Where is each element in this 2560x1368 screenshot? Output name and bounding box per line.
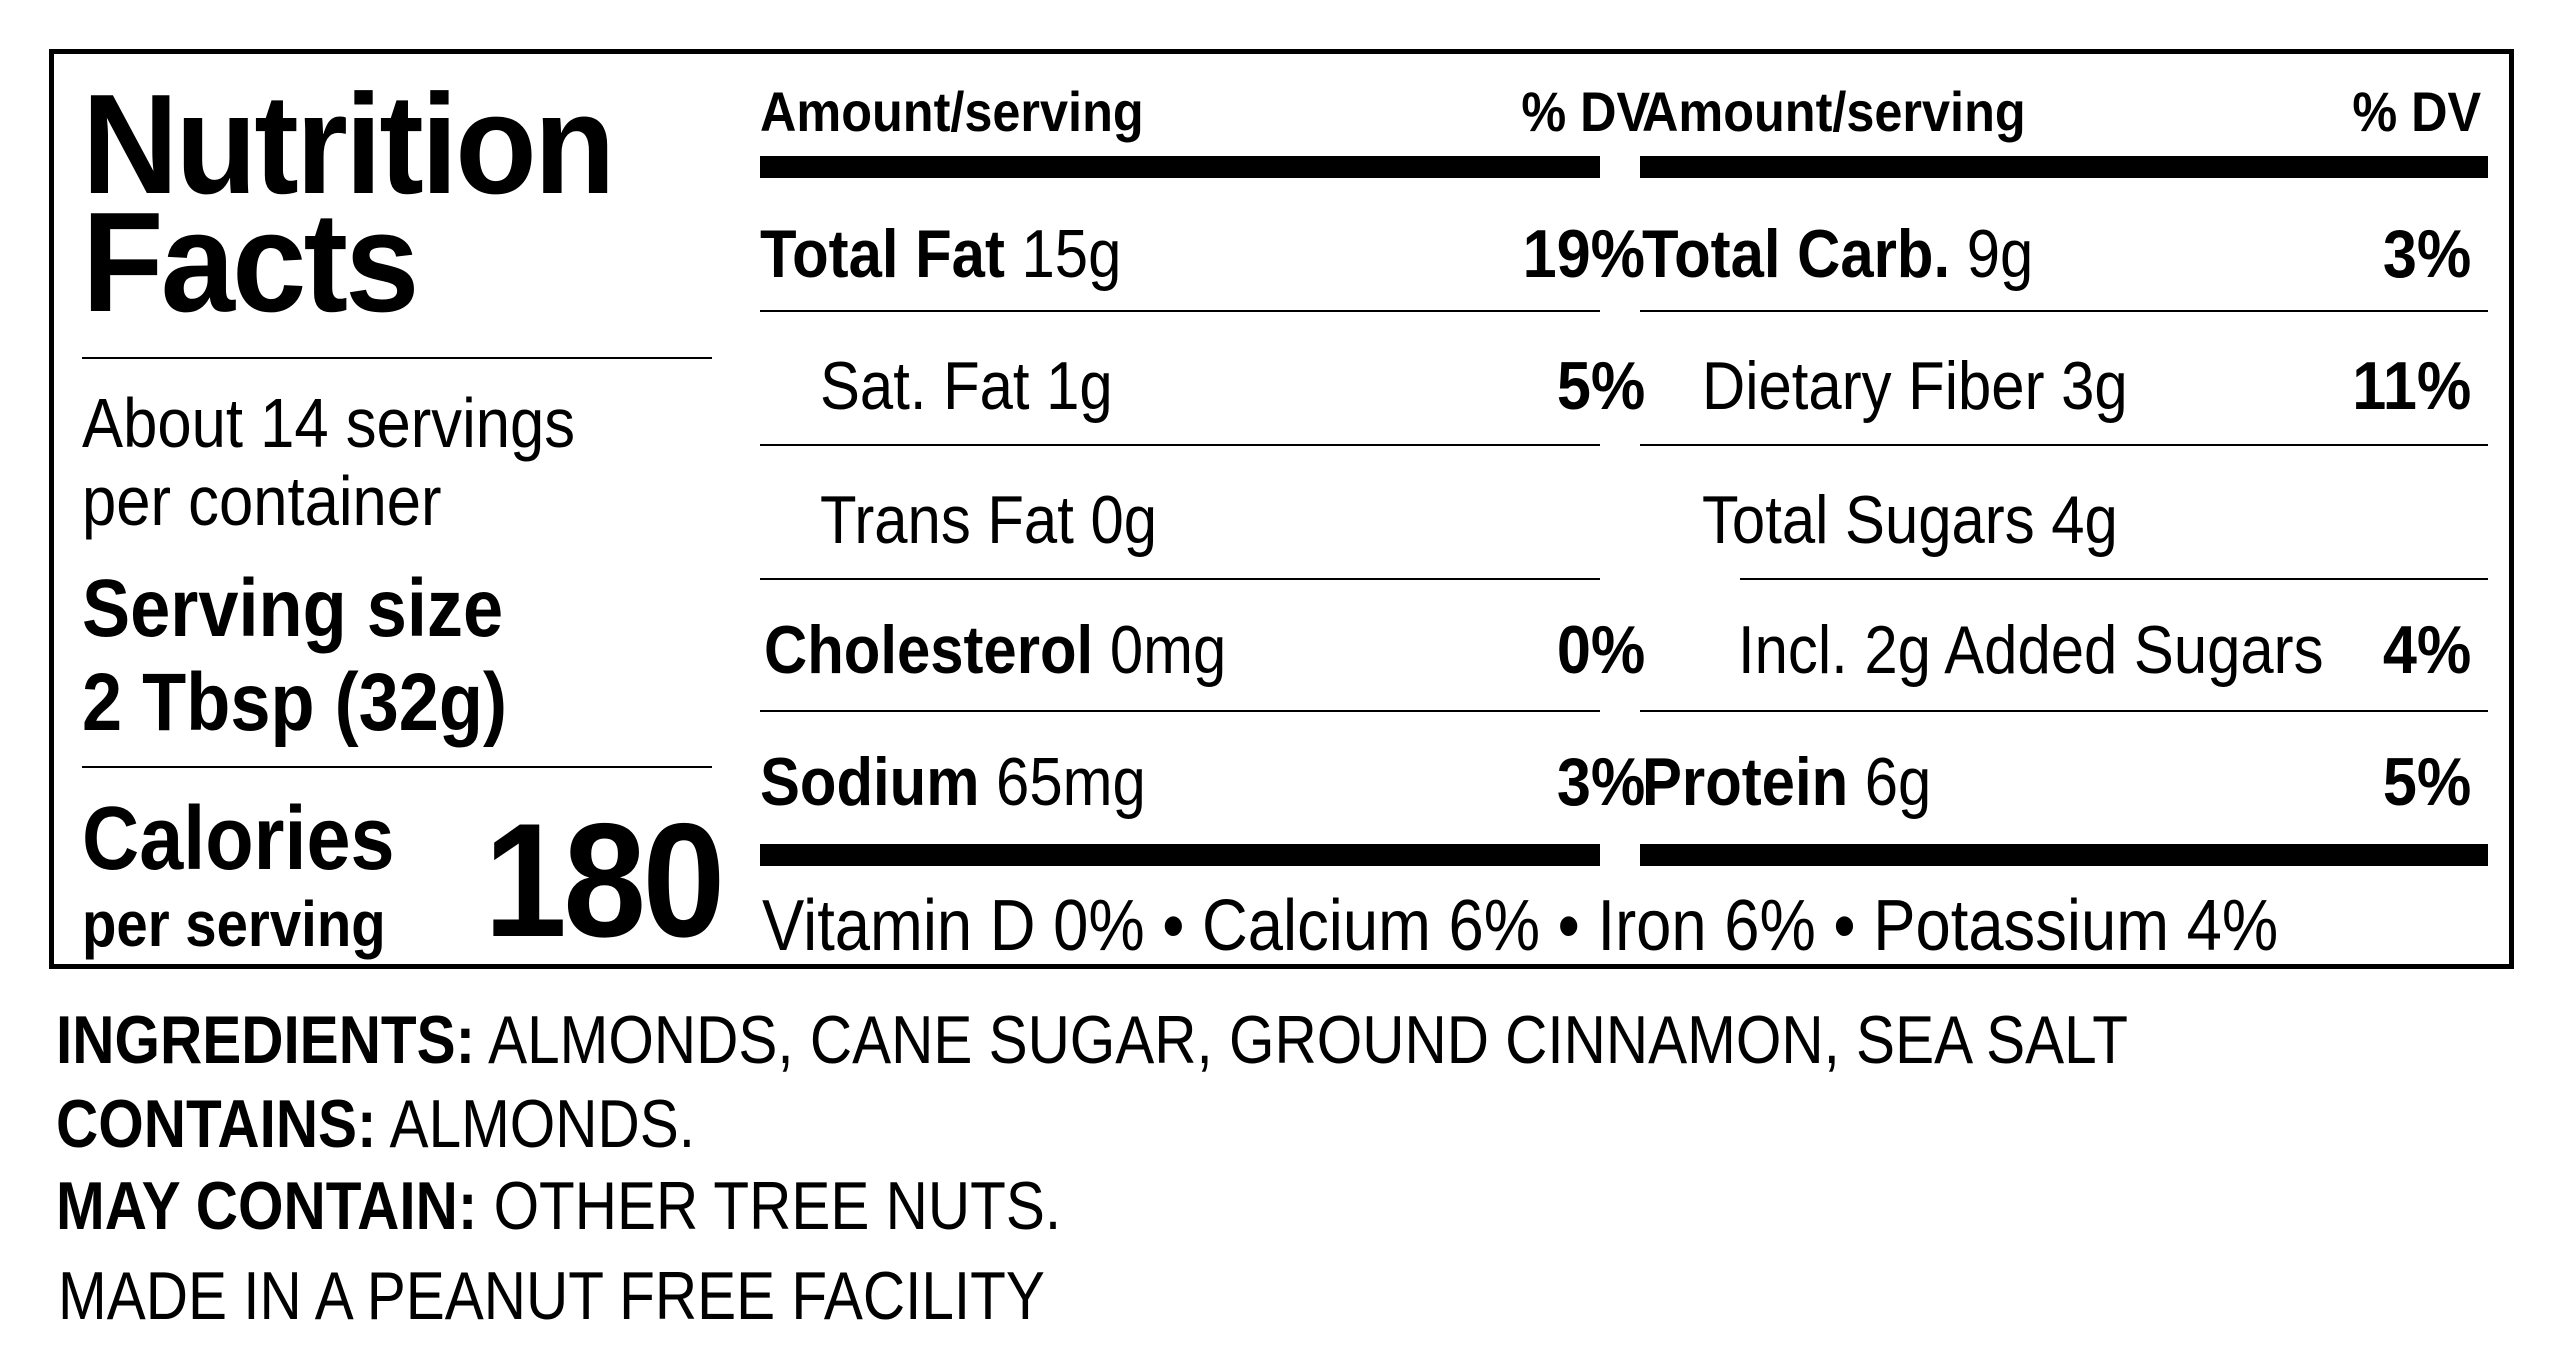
calories-sublabel: per serving [82, 888, 386, 960]
row-divider [1740, 578, 2488, 580]
serving-size: Serving size 2 Tbsp (32g) [82, 562, 507, 750]
nutrient-amount: 65mg [996, 744, 1146, 820]
row-divider [760, 710, 1600, 712]
divider-serving [82, 766, 712, 768]
serving-size-value: 2 Tbsp (32g) [82, 657, 507, 748]
servings-per-container: About 14 servings per container [82, 384, 575, 540]
right-row-dietary-fiber: Dietary Fiber 3g [1702, 352, 2128, 420]
right-row-total-carb: Total Carb. 9g [1642, 220, 2033, 288]
row-divider [760, 578, 1600, 580]
left-header-dv: % DV [1521, 80, 1650, 143]
left-row-sat-fat: Sat. Fat 1g [820, 352, 1113, 420]
may-contain-value: OTHER TREE NUTS. [493, 1168, 1062, 1244]
nutrient-name: Total Sugars 4g [1702, 482, 2118, 558]
nutrient-amount: 15g [1021, 216, 1122, 292]
left-row-total-fat-dv: 19% [1522, 216, 1645, 292]
row-divider [760, 310, 1600, 312]
servings-line-2: per container [82, 462, 442, 540]
left-header-amount: Amount/serving [760, 80, 1144, 143]
left-thick-rule-top [760, 156, 1600, 178]
contains-value: ALMONDS. [389, 1086, 696, 1162]
right-row-added-sugars: Incl. 2g Added Sugars [1738, 616, 2324, 684]
left-row-trans-fat: Trans Fat 0g [820, 486, 1157, 554]
nutrient-name: Sat. Fat 1g [820, 348, 1113, 424]
nutrient-name: Cholesterol [764, 612, 1094, 688]
may-contain-label: MAY CONTAIN: [56, 1168, 478, 1244]
vitamins-minerals-line: Vitamin D 0% • Calcium 6% • Iron 6% • Po… [762, 886, 2279, 966]
serving-size-label: Serving size [82, 563, 504, 654]
left-row-sat-fat-dv: 5% [1556, 348, 1645, 424]
nutrient-name: Incl. 2g Added Sugars [1738, 612, 2324, 688]
ingredients-line: INGREDIENTS: ALMONDS, CANE SUGAR, GROUND… [56, 1006, 2128, 1074]
nutrient-name: Total Carb. [1642, 216, 1951, 292]
nutrient-name: Protein [1642, 744, 1849, 820]
nutrient-name: Total Fat [760, 216, 1005, 292]
nutrition-facts-panel: Nutrition Facts About 14 servings per co… [49, 49, 2514, 969]
left-row-total-fat: Total Fat 15g [760, 220, 1121, 288]
right-row-protein: Protein 6g [1642, 748, 1931, 816]
contains-line: CONTAINS: ALMONDS. [56, 1090, 695, 1158]
row-divider [1640, 444, 2488, 446]
right-row-total-sugars: Total Sugars 4g [1702, 486, 2118, 554]
servings-line-1: About 14 servings [82, 384, 576, 462]
nutrient-name: Trans Fat 0g [820, 482, 1158, 558]
right-thick-rule-bottom [1640, 844, 2488, 866]
right-row-protein-dv: 5% [2382, 744, 2471, 820]
nutrition-facts-title: Nutrition Facts [82, 65, 615, 342]
facility-statement: MADE IN A PEANUT FREE FACILITY [58, 1258, 1045, 1334]
calories-label: Calories [82, 789, 395, 889]
right-header-dv: % DV [2352, 80, 2481, 143]
ingredients-label: INGREDIENTS: [56, 1002, 476, 1078]
divider-title [82, 357, 712, 359]
row-divider [760, 444, 1600, 446]
nutrient-name: Dietary Fiber 3g [1702, 348, 2128, 424]
row-divider [1640, 310, 2488, 312]
left-row-sodium: Sodium 65mg [760, 748, 1146, 816]
right-thick-rule-top [1640, 156, 2488, 178]
nutrient-amount: 0mg [1109, 612, 1227, 688]
ingredients-value: ALMONDS, CANE SUGAR, GROUND CINNAMON, SE… [488, 1002, 2129, 1078]
nutrient-name: Sodium [760, 744, 980, 820]
nutrient-amount: 6g [1864, 744, 1932, 820]
right-header-amount: Amount/serving [1642, 80, 2026, 143]
right-row-added-sugars-dv: 4% [2382, 612, 2471, 688]
calories-value: 180 [484, 790, 725, 971]
may-contain-line: MAY CONTAIN: OTHER TREE NUTS. [56, 1172, 1061, 1240]
right-row-total-carb-dv: 3% [2382, 216, 2471, 292]
nutrient-amount: 9g [1966, 216, 2034, 292]
left-row-cholesterol: Cholesterol 0mg [764, 616, 1226, 684]
left-thick-rule-bottom [760, 844, 1600, 866]
contains-label: CONTAINS: [56, 1086, 377, 1162]
title-line-2: Facts [82, 183, 419, 342]
right-row-dietary-fiber-dv: 11% [2351, 348, 2471, 424]
left-row-cholesterol-dv: 0% [1556, 612, 1645, 688]
title-line-1: Nutrition [82, 65, 615, 224]
left-row-sodium-dv: 3% [1556, 744, 1645, 820]
row-divider [1640, 710, 2488, 712]
